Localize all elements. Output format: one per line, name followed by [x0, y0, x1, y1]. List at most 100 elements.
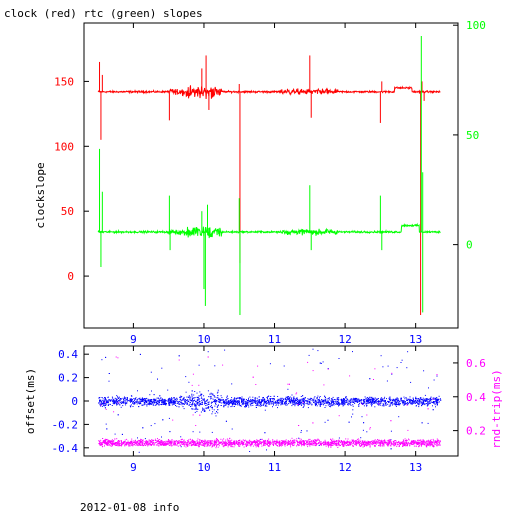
offset-point: [195, 404, 197, 406]
rtt-point: [348, 443, 350, 445]
rtt-point: [144, 442, 146, 444]
rtt-point: [313, 440, 315, 442]
rtt-point: [117, 440, 119, 442]
rtt-point: [378, 440, 379, 442]
rtt-point: [220, 441, 222, 443]
offset-point: [125, 403, 127, 404]
offset-point: [367, 401, 369, 402]
rtt-point: [346, 445, 347, 447]
offset-point: [121, 402, 122, 404]
offset-point: [163, 403, 165, 405]
top-y2tick-label: 50: [466, 129, 479, 142]
offset-point: [238, 403, 240, 405]
offset-point: [105, 356, 107, 358]
rtt-point: [402, 446, 404, 447]
rtt-point: [187, 444, 189, 446]
rtt-point: [304, 440, 306, 442]
rtt-point: [225, 443, 227, 445]
rtt-point: [370, 441, 372, 443]
offset-point: [183, 404, 185, 405]
rtt-point: [343, 445, 345, 446]
bottom-y2tick-label: 0.2: [466, 425, 486, 438]
offset-point: [137, 401, 139, 403]
rtt-point: [103, 440, 105, 441]
rtt-point: [112, 443, 113, 445]
offset-point: [386, 398, 387, 400]
offset-point: [392, 400, 394, 402]
offset-point: [239, 405, 241, 407]
rtt-point: [410, 440, 412, 442]
rtt-point: [281, 444, 283, 446]
offset-point: [114, 402, 116, 404]
offset-point: [349, 403, 351, 405]
rtt-point: [291, 440, 293, 441]
rtt-point: [182, 443, 183, 445]
rtt-point: [137, 440, 139, 442]
rtt-point: [276, 442, 278, 444]
offset-point: [280, 397, 282, 399]
rtt-point: [308, 438, 310, 440]
offset-point: [141, 400, 143, 402]
rtt-point: [217, 446, 219, 448]
rtt-point: [308, 442, 310, 444]
rtt-point: [112, 441, 114, 443]
offset-point: [147, 403, 149, 405]
offset-point: [362, 429, 364, 431]
offset-point: [286, 404, 288, 406]
offset-point: [401, 398, 402, 400]
offset-point: [233, 400, 235, 402]
offset-point: [392, 402, 394, 404]
rtt-point: [173, 441, 175, 443]
rtt-point: [215, 444, 217, 446]
rtt-point: [110, 445, 112, 447]
offset-point: [150, 400, 152, 402]
rtt-point: [396, 445, 398, 447]
offset-point: [401, 401, 403, 403]
rtt-point: [131, 440, 133, 442]
offset-point: [216, 397, 218, 399]
rtt-point: [127, 442, 129, 444]
offset-point: [437, 398, 439, 400]
offset-point: [357, 399, 359, 401]
offset-point: [119, 399, 121, 401]
rtt-point: [280, 445, 282, 447]
offset-point: [137, 390, 138, 392]
offset-point: [244, 403, 246, 405]
offset-point: [267, 403, 269, 405]
offset-point: [398, 404, 400, 406]
rtt-point: [185, 446, 187, 448]
rtt-point: [338, 440, 340, 442]
offset-point: [356, 400, 358, 402]
rtt-point: [352, 445, 354, 447]
rtt-point: [205, 445, 207, 447]
offset-point: [323, 404, 325, 406]
rtt-point: [264, 442, 266, 444]
offset-point: [251, 403, 253, 404]
offset-point: [366, 405, 368, 407]
offset-point: [235, 398, 237, 400]
offset-point: [369, 398, 371, 400]
offset-point: [299, 402, 301, 404]
offset-point: [144, 400, 146, 402]
rtt-point: [401, 442, 403, 444]
rtt-point: [238, 440, 239, 442]
rtt-point: [386, 444, 388, 445]
rtt-point: [208, 444, 210, 446]
rtt-point: [301, 444, 303, 446]
offset-point: [418, 402, 420, 404]
rtt-point: [372, 441, 374, 443]
offset-point: [201, 400, 203, 401]
offset-point: [227, 406, 229, 408]
offset-point: [293, 400, 295, 402]
offset-point: [282, 399, 284, 400]
offset-point: [331, 405, 333, 407]
rtt-point: [374, 442, 376, 444]
rtt-point: [403, 443, 405, 445]
offset-point: [168, 417, 170, 419]
rtt-point: [319, 444, 321, 446]
rtt-point: [158, 442, 160, 444]
offset-point: [285, 398, 287, 400]
rtt-point: [127, 442, 129, 444]
offset-point: [207, 407, 209, 409]
rtt-point: [188, 439, 189, 441]
